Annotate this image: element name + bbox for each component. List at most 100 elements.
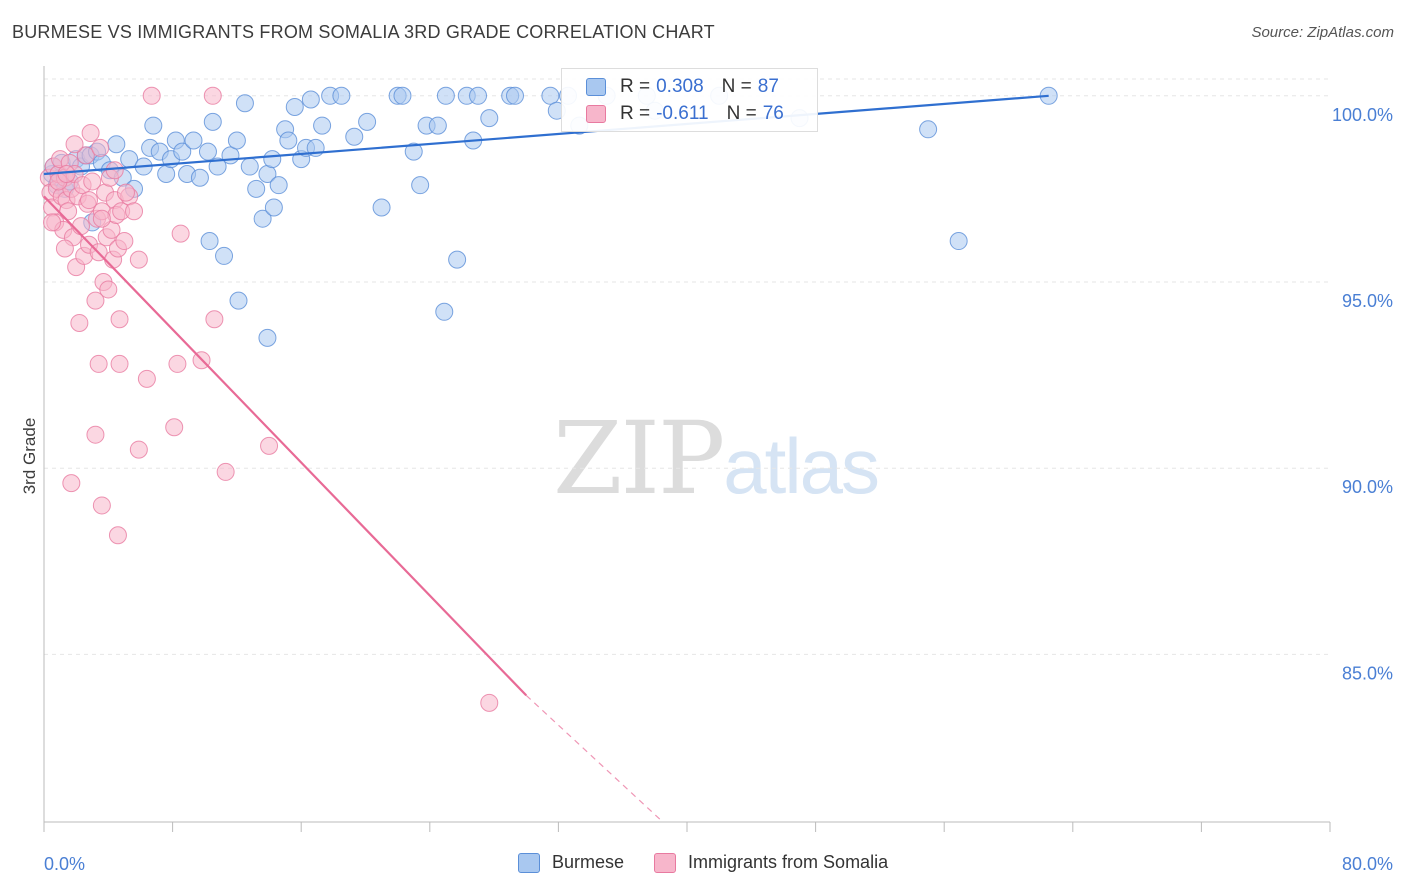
somalia-point: [165, 418, 184, 437]
somalia-point: [55, 239, 74, 258]
somalia-point: [129, 440, 148, 459]
chart-title: BURMESE VS IMMIGRANTS FROM SOMALIA 3RD G…: [12, 22, 715, 42]
somalia-point: [86, 291, 105, 310]
somalia-point: [99, 280, 118, 299]
burmese-point: [428, 116, 447, 135]
somalia-point: [203, 86, 222, 105]
somalia-trend-line: [43, 195, 528, 697]
somalia-point: [59, 202, 78, 221]
burmese-point: [436, 86, 455, 105]
legend-r-label: R =: [620, 76, 651, 97]
burmese-point: [198, 142, 217, 161]
legend-n-label: N =: [726, 103, 757, 124]
somalia-point: [216, 462, 235, 481]
somalia-point: [80, 191, 99, 210]
burmese-point: [173, 142, 192, 161]
legend-n-value-somalia: 76: [762, 103, 784, 124]
burmese-point: [541, 86, 560, 105]
burmese-point: [203, 112, 222, 131]
somalia-point: [171, 224, 190, 243]
source-label: Source: ZipAtlas.com: [1251, 24, 1394, 41]
somalia-point: [115, 232, 134, 251]
somalia-point: [110, 310, 129, 329]
y-tick-label: 95.0%: [1342, 291, 1393, 311]
burmese-point: [269, 176, 288, 195]
series-legend-somalia[interactable]: Immigrants from Somalia: [654, 852, 888, 873]
burmese-point: [448, 250, 467, 269]
burmese-point: [247, 179, 266, 198]
somalia-point: [70, 313, 89, 332]
burmese-point: [411, 176, 430, 195]
burmese-point: [372, 198, 391, 217]
somalia-point: [71, 217, 90, 236]
burmese-trend-line: [43, 94, 1049, 176]
y-tick-label: 100.0%: [1332, 105, 1393, 125]
burmese-point: [505, 86, 524, 105]
burmese-point: [480, 109, 499, 128]
correlation-legend: R = 0.308 N = 87 R = -0.611 N = 76: [561, 68, 818, 132]
somalia-point: [116, 183, 135, 202]
burmese-point: [157, 165, 176, 183]
burmese-point: [332, 86, 351, 105]
series-label-somalia: Immigrants from Somalia: [688, 852, 889, 872]
y-tick-label: 85.0%: [1342, 663, 1393, 683]
legend-n-value-burmese: 87: [757, 76, 779, 97]
burmese-point: [227, 131, 246, 150]
somalia-point: [76, 146, 95, 165]
series-label-burmese: Burmese: [552, 852, 625, 872]
burmese-point: [215, 246, 234, 265]
somalia-point: [125, 202, 144, 221]
burmese-point: [358, 112, 377, 131]
somalia-point: [43, 213, 62, 232]
x-tick-label-max: 80.0%: [1342, 854, 1393, 874]
somalia-point: [81, 124, 100, 143]
somalia-point: [57, 165, 76, 183]
somalia-point: [108, 526, 127, 545]
somalia-point: [86, 425, 105, 444]
burmese-point: [919, 120, 938, 139]
legend-row-burmese: R = 0.308 N = 87: [586, 75, 779, 99]
burmese-point: [393, 86, 412, 105]
somalia-point: [62, 474, 81, 493]
burmese-point: [345, 127, 364, 146]
somalia-point: [89, 354, 108, 373]
legend-swatch-burmese: [586, 78, 606, 96]
somalia-point: [91, 138, 110, 157]
somalia-point: [205, 310, 224, 329]
burmese-point: [258, 328, 277, 347]
burmese-point: [949, 232, 968, 251]
somalia-point: [480, 693, 499, 712]
somalia-point: [92, 209, 111, 228]
somalia-point: [137, 369, 156, 388]
burmese-point: [469, 86, 488, 105]
burmese-point: [208, 157, 227, 176]
legend-r-value-somalia: -0.611: [656, 103, 709, 124]
series-swatch-somalia: [654, 852, 677, 873]
burmese-point: [264, 198, 283, 217]
burmese-point: [435, 302, 454, 321]
burmese-point: [263, 150, 282, 169]
burmese-point: [279, 131, 298, 150]
series-legend-burmese[interactable]: Burmese: [518, 852, 624, 873]
series-swatch-burmese: [518, 852, 540, 873]
legend-r-value-burmese: 0.308: [656, 76, 704, 97]
burmese-point: [240, 157, 259, 176]
burmese-point: [313, 116, 332, 135]
somalia-point: [105, 161, 124, 180]
burmese-point: [200, 232, 219, 251]
somalia-point: [83, 172, 102, 191]
burmese-point: [184, 131, 203, 150]
somalia-point: [129, 250, 148, 269]
burmese-point: [253, 209, 272, 228]
burmese-point: [190, 168, 209, 187]
somalia-point: [142, 86, 161, 105]
somalia-trend-extension: [525, 694, 664, 823]
y-tick-label: 90.0%: [1342, 477, 1393, 497]
somalia-point: [110, 354, 129, 373]
burmese-point: [285, 97, 304, 116]
burmese-point: [301, 90, 320, 109]
somalia-point: [168, 354, 187, 373]
legend-r-label: R =: [620, 103, 651, 124]
legend-swatch-somalia: [586, 105, 606, 123]
